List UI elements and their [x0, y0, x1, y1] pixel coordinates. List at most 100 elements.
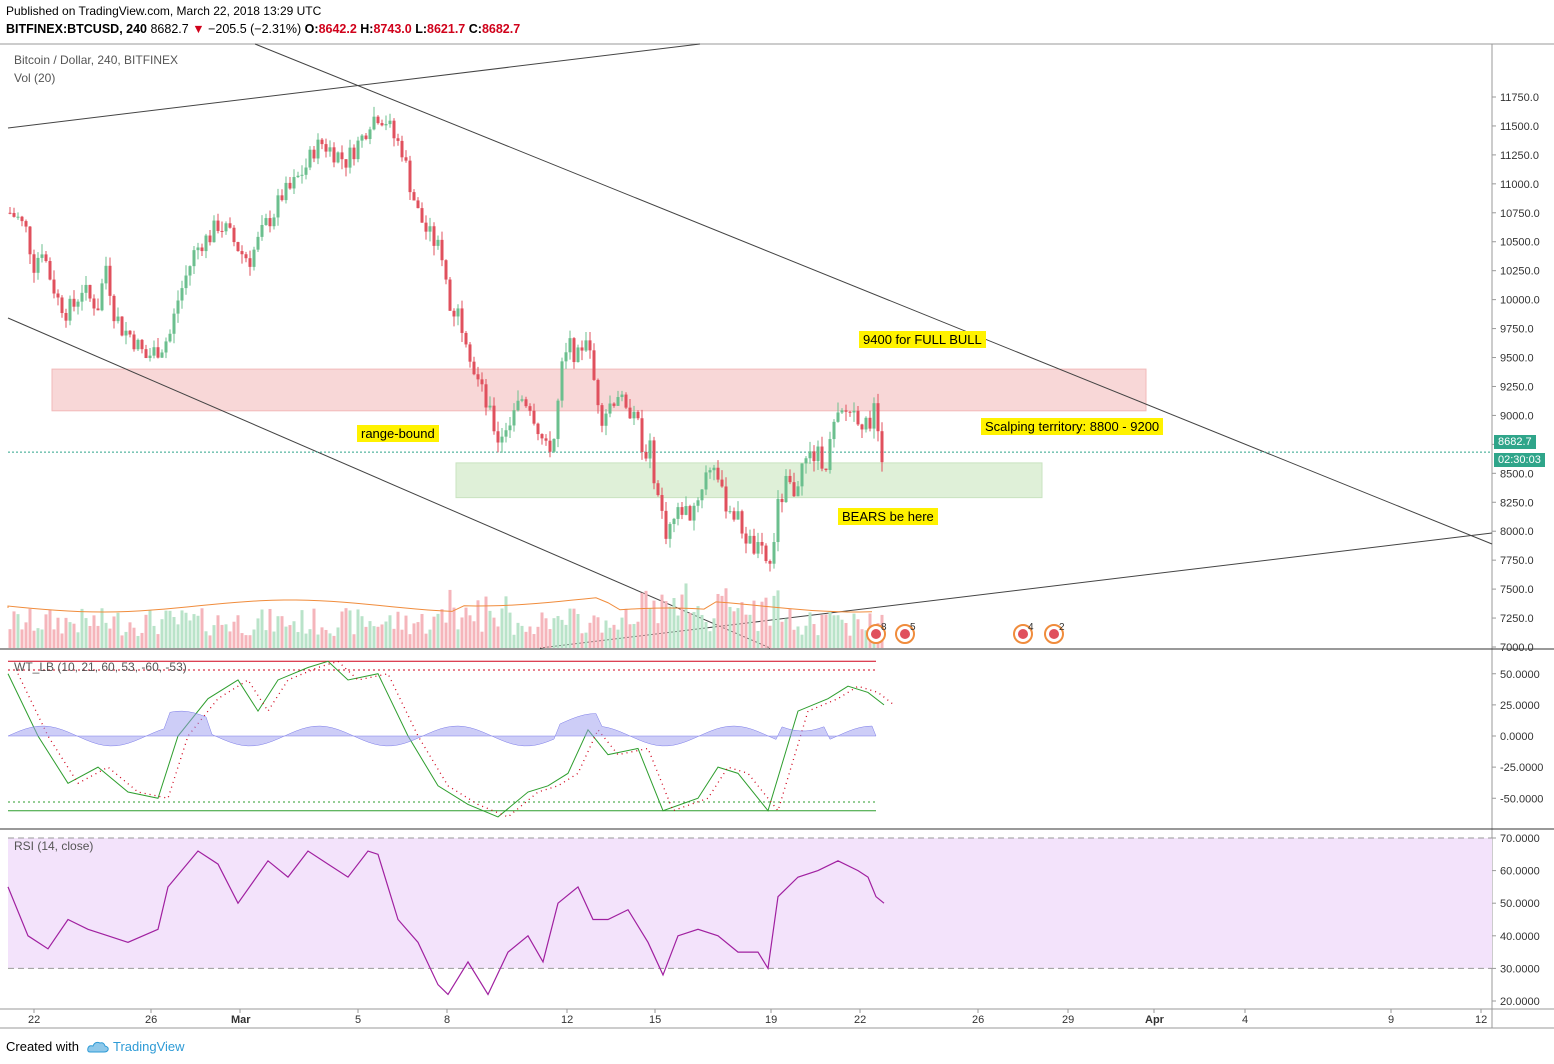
- volume-bar: [816, 635, 820, 648]
- candle-body: [680, 507, 684, 515]
- volume-bar: [852, 613, 856, 648]
- time-tick-label: 26: [972, 1014, 984, 1026]
- volume-bar: [248, 635, 252, 648]
- candle-body: [368, 129, 372, 139]
- candle-body: [424, 222, 428, 232]
- volume-bar: [316, 634, 320, 648]
- candle-body: [832, 421, 836, 440]
- volume-bar: [628, 624, 632, 648]
- scalping-note[interactable]: Scalping territory: 8800 - 9200: [981, 418, 1164, 435]
- time-tick-label: 19: [765, 1014, 777, 1026]
- volume-bar: [400, 629, 404, 648]
- candle-body: [868, 417, 872, 429]
- volume-bar: [84, 618, 88, 648]
- full-bull-note[interactable]: 9400 for FULL BULL: [859, 331, 986, 348]
- candle-body: [156, 347, 160, 358]
- volume-bar: [480, 631, 484, 648]
- candle-body: [300, 174, 304, 176]
- price-tick-label: 7000.0: [1500, 642, 1534, 654]
- wt-tick-label: 50.0000: [1500, 669, 1540, 681]
- volume-bar: [228, 631, 232, 648]
- candle-body: [124, 330, 128, 336]
- volume-bar: [864, 630, 868, 648]
- candle-body: [172, 313, 176, 334]
- candle-body: [796, 486, 800, 497]
- volume-bar: [420, 613, 424, 648]
- candle-body: [452, 310, 456, 317]
- event-count: 4: [1028, 622, 1034, 633]
- wt-tick-label: 25.0000: [1500, 700, 1540, 712]
- candle-body: [304, 167, 308, 175]
- time-tick-label: 12: [561, 1014, 573, 1026]
- volume-bar: [136, 635, 140, 648]
- tradingview-brand[interactable]: TradingView: [87, 1039, 185, 1054]
- wt-tick-label: -25.0000: [1500, 762, 1543, 774]
- candle-body: [592, 350, 596, 380]
- volume-bar: [224, 624, 228, 648]
- candle-body: [528, 406, 532, 411]
- candle-body: [196, 247, 200, 251]
- volume-bar: [680, 594, 684, 648]
- volume-bar: [356, 609, 360, 648]
- support-zone: [455, 462, 1043, 499]
- volume-bar: [364, 626, 368, 648]
- range-bound-note[interactable]: range-bound: [357, 425, 439, 442]
- volume-bar: [720, 595, 724, 648]
- volume-bar: [824, 614, 828, 648]
- price-tick-label: 11250.0: [1500, 150, 1539, 162]
- bears-note[interactable]: BEARS be here: [838, 508, 938, 525]
- volume-bar: [760, 601, 764, 648]
- volume-bar: [744, 614, 748, 648]
- candle-body: [656, 483, 660, 496]
- volume-bar: [124, 631, 128, 648]
- candle-body: [816, 446, 820, 462]
- candle-body: [484, 384, 488, 408]
- price-tick-label: 11500.0: [1500, 121, 1539, 133]
- price-tick-label: 7750.0: [1500, 555, 1534, 567]
- candle-body: [532, 410, 536, 424]
- symbol-name[interactable]: BITFINEX:BTCUSD, 240: [6, 22, 147, 36]
- candle-body: [188, 266, 192, 276]
- candle-body: [524, 399, 528, 407]
- volume-bar: [708, 631, 712, 648]
- volume-bar: [676, 615, 680, 648]
- candle-body: [464, 332, 468, 345]
- time-tick-label: 22: [854, 1014, 866, 1026]
- volume-bar: [256, 618, 260, 648]
- candle-body: [444, 260, 448, 280]
- candle-body: [164, 341, 168, 353]
- volume-bar: [656, 623, 660, 648]
- candle-body: [108, 265, 112, 296]
- price-tick-label: 10500.0: [1500, 237, 1540, 249]
- volume-bar: [200, 608, 204, 648]
- candle-body: [392, 120, 396, 139]
- volume-bar: [544, 618, 548, 648]
- volume-bar: [16, 614, 20, 648]
- time-tick-label: Apr: [1145, 1014, 1165, 1026]
- candle-body: [320, 139, 324, 145]
- candle-body: [564, 352, 568, 362]
- volume-bar: [552, 618, 556, 648]
- candle-body: [520, 399, 524, 401]
- volume-bar: [184, 612, 188, 648]
- volume-bar: [308, 629, 312, 648]
- candle-body: [620, 394, 624, 398]
- candle-body: [844, 410, 848, 412]
- candle-body: [176, 300, 180, 314]
- volume-bar: [516, 622, 520, 648]
- candle-body: [384, 124, 388, 126]
- price-tick-label: 10250.0: [1500, 266, 1540, 278]
- volume-bar: [72, 623, 76, 648]
- candle-body: [704, 472, 708, 490]
- candle-body: [716, 467, 720, 480]
- main-pane-title: Bitcoin / Dollar, 240, BITFINEX: [14, 53, 179, 67]
- rsi-tick-label: 40.0000: [1500, 931, 1540, 943]
- volume-bar: [92, 615, 96, 648]
- candle-body: [720, 479, 724, 487]
- candle-body: [544, 438, 548, 441]
- candle-body: [660, 495, 664, 511]
- volume-bar: [376, 626, 380, 648]
- volume-bar: [12, 611, 16, 648]
- time-tick-label: 4: [1242, 1014, 1248, 1026]
